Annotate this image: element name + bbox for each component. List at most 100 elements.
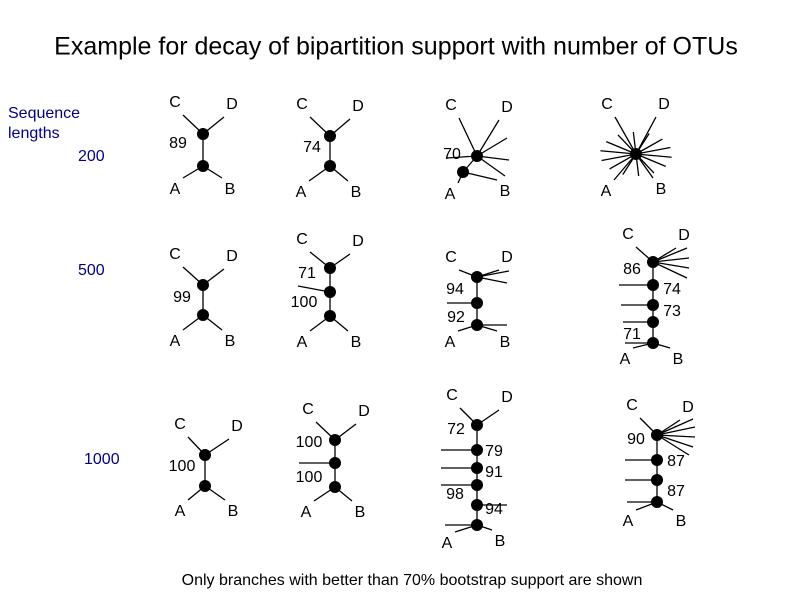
support-label: 94: [485, 501, 503, 518]
node: [647, 279, 659, 291]
leaf-label: C: [296, 96, 308, 113]
leaf-label: D: [501, 389, 513, 406]
node: [457, 166, 469, 178]
node: [197, 309, 209, 321]
leaf-label: C: [601, 96, 613, 113]
leaf-label: B: [500, 183, 511, 200]
leaf-label: C: [169, 246, 181, 263]
branch: [656, 426, 696, 436]
leaf-label: D: [358, 403, 370, 420]
leaf-label: D: [226, 248, 238, 265]
node: [647, 256, 659, 268]
leaf-label: B: [351, 184, 362, 201]
leaf-label: B: [228, 503, 239, 520]
branch: [652, 257, 690, 263]
leaf-label: C: [622, 226, 634, 243]
leaf-label: D: [231, 418, 243, 435]
node: [471, 419, 483, 431]
support-label: 91: [485, 464, 503, 481]
row-header: lengths: [8, 125, 60, 142]
leaf-label: B: [495, 533, 506, 550]
row-length: 500: [78, 262, 105, 279]
support-label: 79: [485, 443, 503, 460]
leaf-label: B: [656, 181, 667, 198]
leaf-label: C: [445, 249, 457, 266]
node: [324, 262, 336, 274]
leaf-label: C: [169, 94, 181, 111]
branch: [458, 117, 478, 157]
node: [471, 462, 483, 474]
support-label: 70: [443, 146, 461, 163]
node: [324, 310, 336, 322]
support-label: 71: [298, 265, 316, 282]
leaf-label: D: [501, 249, 513, 266]
branch: [476, 119, 500, 157]
branch: [652, 261, 690, 269]
leaf-label: A: [623, 513, 634, 530]
leaf-label: B: [351, 334, 362, 351]
leaf-label: D: [682, 399, 694, 416]
support-label: 100: [296, 469, 323, 486]
leaf-label: C: [302, 401, 314, 418]
leaf-label: C: [626, 397, 638, 414]
node: [324, 130, 336, 142]
branch: [656, 434, 690, 456]
support-label: 73: [663, 303, 681, 320]
leaf-label: B: [355, 504, 366, 521]
support-label: 99: [173, 289, 191, 306]
node: [329, 457, 341, 469]
node: [199, 449, 211, 461]
support-label: 72: [447, 421, 465, 438]
leaf-label: A: [170, 181, 181, 198]
node: [197, 279, 209, 291]
leaf-label: D: [658, 96, 670, 113]
leaf-label: C: [174, 416, 186, 433]
leaf-label: A: [175, 503, 186, 520]
leaf-label: C: [296, 231, 308, 248]
support-label: 100: [169, 458, 196, 475]
leaf-label: C: [446, 387, 458, 404]
node: [651, 496, 663, 508]
leaf-label: A: [445, 334, 456, 351]
support-label: 98: [446, 486, 464, 503]
footnote: Only branches with better than 70% boots…: [182, 572, 643, 589]
support-label: 92: [447, 309, 465, 326]
leaf-label: B: [225, 181, 236, 198]
node: [651, 454, 663, 466]
leaf-label: D: [352, 233, 364, 250]
leaf-label: C: [445, 97, 457, 114]
row-length: 1000: [84, 451, 120, 468]
node: [197, 160, 209, 172]
branch: [652, 247, 688, 263]
branch: [652, 261, 688, 279]
leaf-label: A: [170, 333, 181, 350]
leaf-label: B: [500, 334, 511, 351]
node: [471, 444, 483, 456]
node: [647, 337, 659, 349]
leaf-label: A: [301, 504, 312, 521]
leaf-label: A: [620, 351, 631, 368]
node: [197, 128, 209, 140]
leaf-label: B: [673, 351, 684, 368]
branch: [656, 418, 694, 436]
title: Example for decay of bipartition support…: [54, 33, 738, 61]
leaf-label: B: [225, 333, 236, 350]
node: [471, 319, 483, 331]
support-label: 74: [303, 139, 321, 156]
branch: [656, 434, 694, 448]
support-label: 100: [296, 434, 323, 451]
support-label: 89: [169, 135, 187, 152]
support-label: 100: [291, 294, 318, 311]
node: [647, 299, 659, 311]
leaf-label: A: [601, 183, 612, 200]
branch: [656, 434, 696, 438]
support-label: 86: [623, 261, 641, 278]
leaf-label: A: [296, 184, 307, 201]
node: [647, 316, 659, 328]
node: [471, 271, 483, 283]
row-length: 200: [78, 148, 105, 165]
leaf-label: D: [678, 227, 690, 244]
support-label: 71: [623, 326, 641, 343]
node: [471, 499, 483, 511]
